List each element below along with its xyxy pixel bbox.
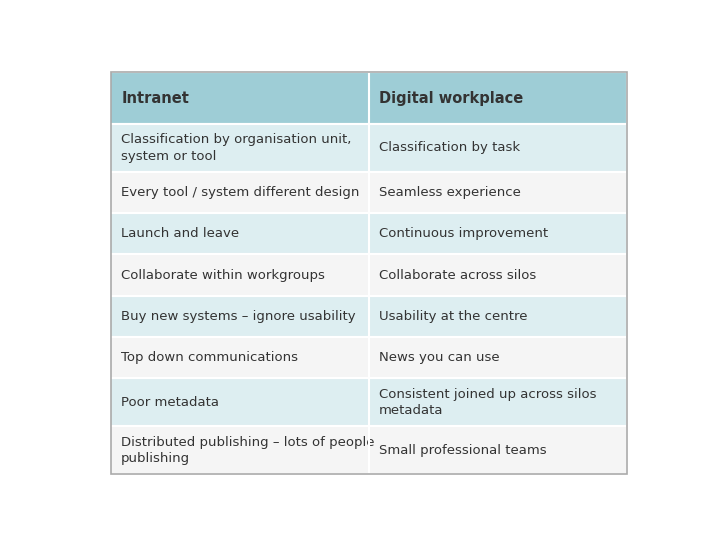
- Text: News you can use: News you can use: [379, 351, 500, 364]
- Bar: [369, 427, 627, 474]
- Bar: [369, 337, 627, 379]
- Bar: [369, 254, 627, 296]
- Bar: [111, 296, 369, 337]
- Bar: [111, 124, 369, 172]
- Bar: [369, 296, 627, 337]
- Text: Digital workplace: Digital workplace: [379, 91, 523, 106]
- Bar: [111, 254, 369, 296]
- Text: Every tool / system different design: Every tool / system different design: [121, 186, 359, 199]
- Text: Launch and leave: Launch and leave: [121, 227, 239, 240]
- Text: Buy new systems – ignore usability: Buy new systems – ignore usability: [121, 310, 356, 323]
- Bar: [369, 379, 627, 427]
- Bar: [369, 172, 627, 213]
- Text: Intranet: Intranet: [121, 91, 189, 106]
- Text: Poor metadata: Poor metadata: [121, 396, 220, 409]
- Bar: [111, 72, 369, 124]
- Text: Consistent joined up across silos
metadata: Consistent joined up across silos metada…: [379, 388, 597, 417]
- Text: Collaborate across silos: Collaborate across silos: [379, 268, 536, 282]
- Text: Small professional teams: Small professional teams: [379, 444, 546, 457]
- Text: Classification by organisation unit,
system or tool: Classification by organisation unit, sys…: [121, 133, 351, 163]
- Text: Usability at the centre: Usability at the centre: [379, 310, 528, 323]
- Text: Classification by task: Classification by task: [379, 141, 520, 154]
- Text: Collaborate within workgroups: Collaborate within workgroups: [121, 268, 325, 282]
- Text: Continuous improvement: Continuous improvement: [379, 227, 548, 240]
- Bar: [369, 213, 627, 254]
- Bar: [111, 213, 369, 254]
- Bar: [369, 72, 627, 124]
- Bar: [111, 379, 369, 427]
- Bar: [111, 337, 369, 379]
- Bar: [111, 172, 369, 213]
- Text: Top down communications: Top down communications: [121, 351, 298, 364]
- Bar: [111, 427, 369, 474]
- Bar: [369, 124, 627, 172]
- Text: Seamless experience: Seamless experience: [379, 186, 521, 199]
- Text: Distributed publishing – lots of people
publishing: Distributed publishing – lots of people …: [121, 436, 374, 465]
